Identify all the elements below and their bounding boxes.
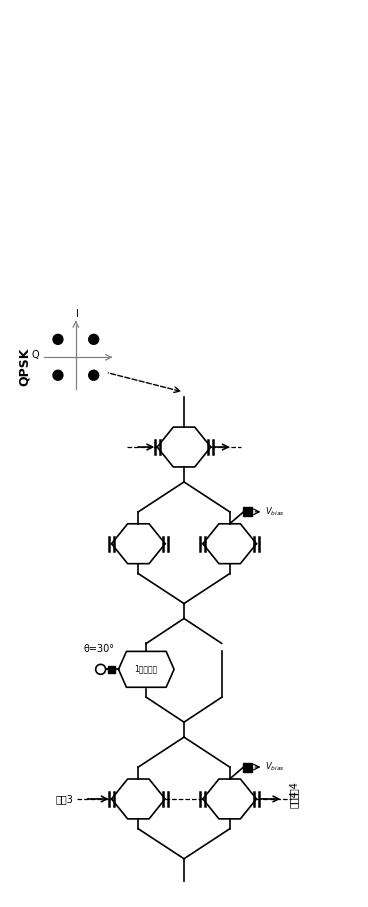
Text: 数据3: 数据3	[56, 794, 74, 804]
Text: 1比特延迟: 1比特延迟	[135, 665, 158, 674]
Bar	[108, 666, 115, 673]
Text: $V_{bias}$: $V_{bias}$	[265, 505, 285, 518]
Circle shape	[89, 370, 99, 380]
Text: I: I	[77, 309, 79, 319]
Bar	[243, 507, 252, 516]
Circle shape	[53, 370, 63, 380]
Text: QPSK: QPSK	[18, 348, 31, 386]
Text: 数据4: 数据4	[289, 790, 299, 808]
Circle shape	[89, 335, 99, 345]
Text: Q: Q	[32, 350, 39, 360]
Text: 数据4: 数据4	[289, 781, 299, 799]
Bar	[243, 763, 252, 772]
Text: $V_{bias}$: $V_{bias}$	[265, 761, 285, 774]
Text: θ=30°: θ=30°	[84, 644, 115, 654]
Circle shape	[53, 335, 63, 345]
